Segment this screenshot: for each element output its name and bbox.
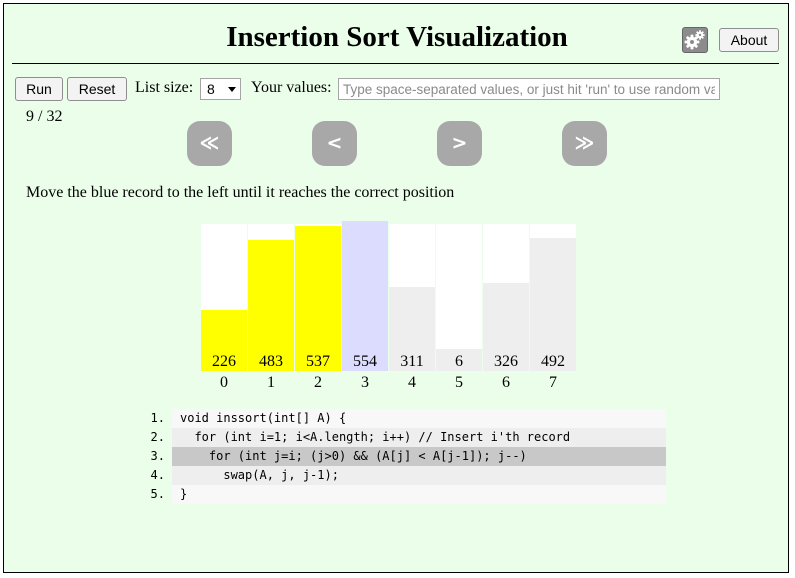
code-line: 5.} [141,485,666,504]
last-step-button[interactable]: ≫ [562,121,607,166]
code-line-number: 2. [150,430,165,444]
app-frame: Insertion Sort Visualization About Run R… [3,3,789,573]
bar-index-2: 2 [314,374,322,391]
code-line-number: 4. [150,468,165,482]
code-line-number: 3. [150,449,165,463]
array-bar-1 [248,240,294,371]
code-line-text: for (int j=i; (j>0) && (A[j] < A[j-1]); … [172,447,666,466]
your-values-label: Your values: [251,79,332,96]
code-line-text: } [172,485,666,504]
array-bar-5 [436,349,482,371]
bar-index-0: 0 [220,374,228,391]
code-line-text: void inssort(int[] A) { [172,409,666,428]
code-line-text: for (int i=1; i<A.length; i++) // Insert… [172,428,666,447]
about-button[interactable]: About [719,28,779,52]
code-line: 3. for (int j=i; (j>0) && (A[j] < A[j-1]… [141,447,666,466]
bar-index-3: 3 [361,374,369,391]
list-size-value: 8 [207,81,215,97]
run-button[interactable]: Run [15,77,63,101]
bar-value-5: 6 [455,353,463,370]
instruction-text: Move the blue record to the left until i… [26,184,455,201]
bar-slot-5 [436,224,482,371]
array-bar-3 [342,221,388,371]
code-line: 1. void inssort(int[] A) { [141,409,666,428]
header-divider [12,63,779,64]
first-step-button[interactable]: ≪ [187,121,232,166]
previous-step-button[interactable]: < [312,121,357,166]
step-counter: 9 / 32 [26,108,63,125]
bar-value-4: 311 [400,353,424,370]
bar-value-2: 537 [306,353,330,370]
page-title: Insertion Sort Visualization [226,21,568,53]
values-input[interactable] [338,78,720,100]
code-panel: 1. void inssort(int[] A) {2. for (int i=1… [141,409,666,504]
bar-value-6: 326 [494,353,518,370]
code-line: 2. for (int i=1; i<A.length; i++) // Ins… [141,428,666,447]
gear-icon [684,30,705,50]
chevron-down-icon [228,87,236,92]
array-bar-7 [530,238,576,371]
list-size-label: List size: [135,79,194,96]
array-bar-2 [295,226,341,371]
bar-index-1: 1 [267,374,275,391]
code-line-number: 5. [150,487,165,501]
bar-value-0: 226 [212,353,236,370]
settings-button[interactable] [682,27,708,53]
bar-index-6: 6 [502,374,510,391]
reset-button[interactable]: Reset [67,77,127,101]
next-step-button[interactable]: > [437,121,482,166]
array-bars: 226 0 483 1 537 2 554 3 311 4 6 5 326 6 492 7 [201,217,581,397]
bar-index-5: 5 [455,374,463,391]
bar-index-4: 4 [408,374,416,391]
array-bar-0 [201,310,247,371]
code-line-text: swap(A, j, j-1); [172,466,666,485]
array-bar-4 [389,287,435,371]
bar-index-7: 7 [549,374,557,391]
code-line-number: 1. [150,411,165,425]
bar-value-3: 554 [353,353,377,370]
bar-value-1: 483 [259,353,283,370]
list-size-select[interactable]: 8 [200,78,241,100]
array-bar-6 [483,283,529,371]
bar-value-7: 492 [541,353,565,370]
code-line: 4. swap(A, j, j-1); [141,466,666,485]
